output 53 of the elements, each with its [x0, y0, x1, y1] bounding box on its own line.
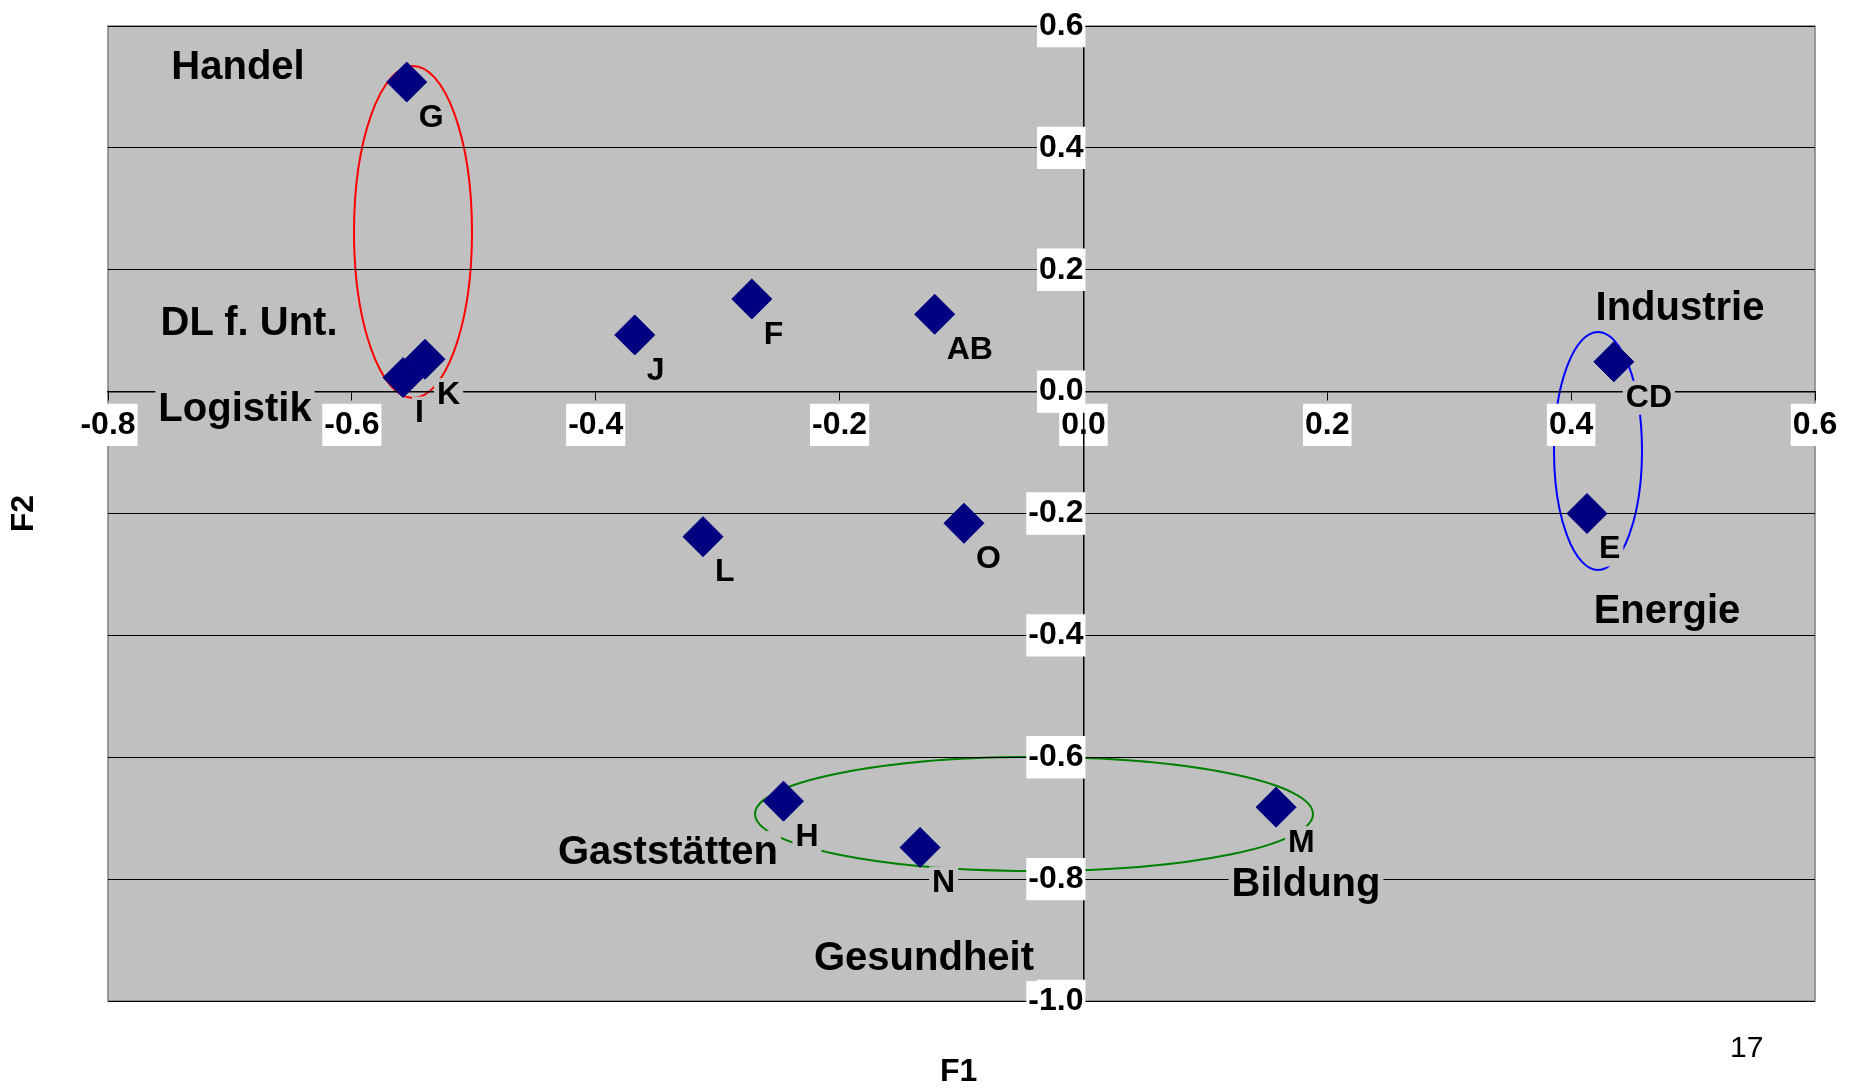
- point: [943, 502, 985, 544]
- y-tick-label: -0.6: [1028, 737, 1084, 774]
- x-tick-label: -0.8: [80, 404, 136, 441]
- annotation: Bildung: [1231, 860, 1381, 905]
- point: [899, 826, 941, 868]
- data-label: I: [415, 393, 424, 430]
- data-label: N: [932, 863, 956, 900]
- data-label: AB: [946, 330, 993, 367]
- x-tick-label: 0.2: [1305, 404, 1350, 441]
- data-label: CD: [1625, 377, 1673, 414]
- annotation: Energie: [1593, 587, 1741, 632]
- text: 17: [1730, 1030, 1764, 1064]
- x-tick-label: 0.6: [1792, 404, 1838, 441]
- data-label: O: [975, 539, 1001, 576]
- y-tick-label: -0.8: [1028, 858, 1084, 895]
- data-label: L: [715, 552, 735, 589]
- point: [382, 357, 424, 399]
- y-tick-label: 0.4: [1038, 127, 1084, 164]
- y-axis-title: F2: [4, 494, 42, 533]
- point: [731, 278, 773, 320]
- annotation: Logistik: [158, 385, 313, 430]
- data-label: E: [1598, 529, 1621, 566]
- point: [1566, 493, 1608, 534]
- x-tick-label: -0.4: [568, 404, 624, 441]
- point: [1593, 341, 1635, 383]
- annotation: Handel: [171, 43, 305, 88]
- y-tick-label: -1.0: [1028, 980, 1084, 1017]
- point: [682, 516, 724, 558]
- x-tick-label: 0.4: [1548, 404, 1594, 441]
- annotation: Industrie: [1595, 284, 1765, 329]
- data-label: M: [1288, 823, 1315, 860]
- annotation: DL f. Unt.: [160, 299, 338, 344]
- y-tick-label: 0.0: [1038, 371, 1084, 408]
- x-axis-title: F1: [940, 1052, 978, 1089]
- y-tick-label: -0.4: [1028, 615, 1084, 652]
- point: [1255, 786, 1297, 828]
- y-tick-label: 0.2: [1038, 249, 1084, 286]
- point: [614, 314, 656, 356]
- point: [914, 293, 956, 335]
- data-label: H: [795, 816, 819, 853]
- point: [404, 338, 446, 380]
- data-label: F: [763, 314, 784, 351]
- annotation: Gesundheit: [813, 934, 1035, 979]
- point: [386, 61, 428, 103]
- x-tick-label: -0.2: [812, 404, 868, 441]
- data-label: K: [437, 375, 461, 412]
- y-tick-label: -0.2: [1028, 493, 1084, 530]
- data-label: J: [646, 350, 665, 387]
- point: [762, 780, 804, 822]
- annotation: Gaststätten: [557, 828, 779, 873]
- y-tick-label: 0.6: [1038, 5, 1084, 42]
- x-tick-label: -0.6: [324, 404, 380, 441]
- data-label: G: [418, 97, 444, 134]
